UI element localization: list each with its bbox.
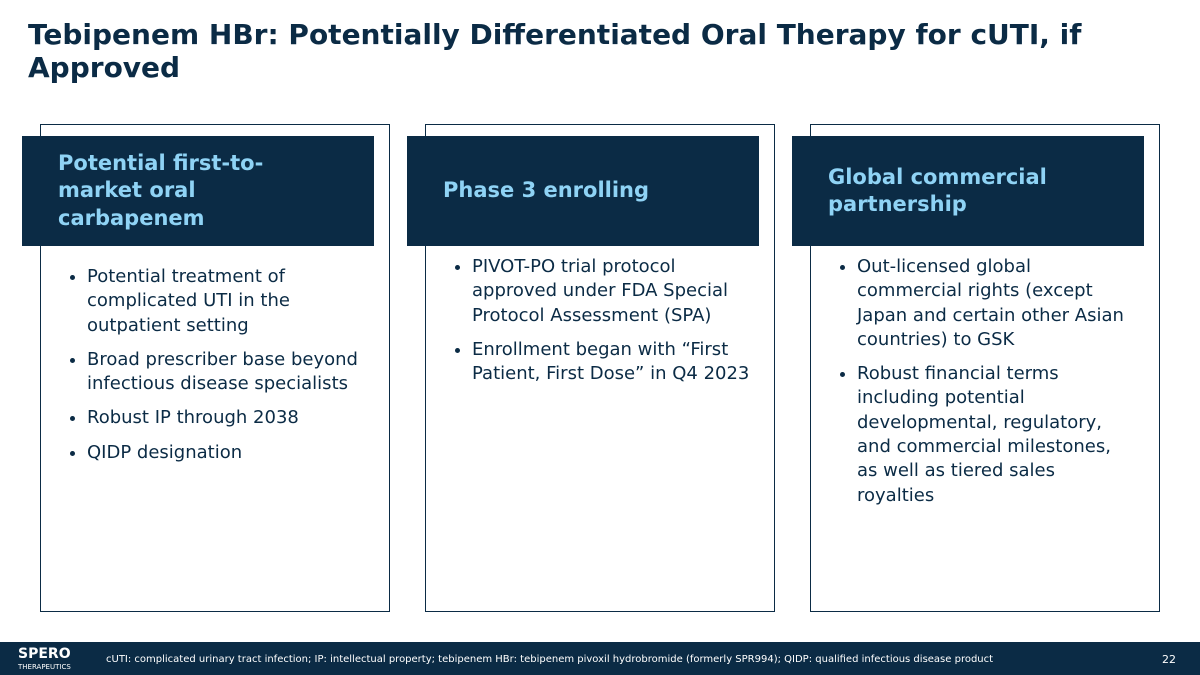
card: Potential first-to-market oral carbapene… [22, 124, 390, 612]
bullet-list: Out-licensed global commercial rights (e… [825, 255, 1135, 518]
card-heading: Global commercial partnership [792, 136, 1144, 246]
bullet-list: Potential treatment of complicated UTI i… [55, 265, 365, 475]
bullet: PIVOT-PO trial protocol approved under F… [472, 255, 750, 328]
page-number: 22 [1162, 653, 1176, 666]
bullet: Robust financial terms including potenti… [857, 362, 1135, 508]
bullet: Potential treatment of complicated UTI i… [87, 265, 365, 338]
bullet: Broad prescriber base beyond infectious … [87, 348, 365, 397]
card-heading: Potential first-to-market oral carbapene… [22, 136, 374, 246]
bullet: Out-licensed global commercial rights (e… [857, 255, 1135, 352]
card-heading: Phase 3 enrolling [407, 136, 759, 246]
logo-sub: THERAPEUTICS [18, 663, 71, 671]
bullet: Robust IP through 2038 [87, 406, 365, 430]
logo: SPERO [18, 646, 71, 662]
bullet: Enrollment began with “First Patient, Fi… [472, 338, 750, 387]
bullet-list: PIVOT-PO trial protocol approved under F… [440, 255, 750, 396]
title: Tebipenem HBr: Potentially Differentiate… [28, 18, 1082, 84]
card: Global commercial partnershipOut-license… [792, 124, 1160, 612]
bullet: QIDP designation [87, 441, 365, 465]
footer: SPERO THERAPEUTICS cUTI: complicated uri… [0, 642, 1200, 675]
footnote: cUTI: complicated urinary tract infectio… [106, 654, 994, 665]
card: Phase 3 enrolling PIVOT-PO trial protocol… [407, 124, 775, 612]
